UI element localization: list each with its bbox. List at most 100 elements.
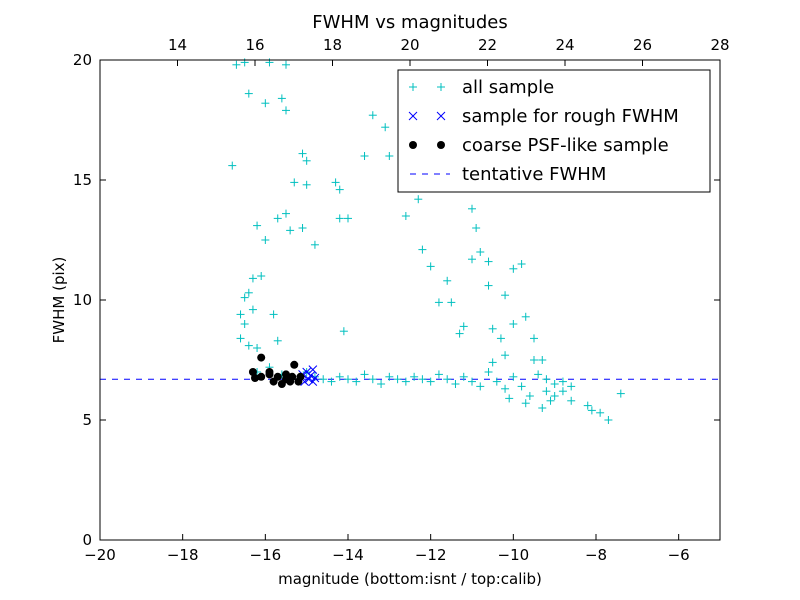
legend-markers <box>408 83 450 175</box>
data-point <box>248 368 257 376</box>
data-point <box>401 377 410 386</box>
data-point <box>550 380 559 388</box>
top-x-tick-label: 26 <box>633 36 652 54</box>
data-point <box>443 276 452 285</box>
data-point <box>410 372 419 381</box>
legend-marker-sample-for-rough-fwhm <box>408 111 418 121</box>
data-point <box>344 214 352 223</box>
data-point <box>509 264 518 273</box>
data-point <box>517 382 526 391</box>
data-point <box>290 360 299 369</box>
y-tick-label: 20 <box>73 51 92 69</box>
data-point <box>228 161 237 170</box>
data-point <box>492 377 501 386</box>
data-point <box>381 123 390 132</box>
data-point <box>360 152 369 160</box>
data-point <box>244 288 253 297</box>
legend-marker-coarse-psf-like-sample <box>409 141 417 149</box>
data-point <box>393 375 402 384</box>
data-point <box>248 274 257 283</box>
top-x-tick-label: 18 <box>323 36 342 54</box>
data-point <box>542 387 551 396</box>
data-point <box>273 214 282 223</box>
top-x-axis: 14 16 18 20 22 24 26 28 <box>168 36 730 66</box>
data-point <box>331 178 340 187</box>
data-point <box>505 394 514 403</box>
data-point <box>277 94 286 103</box>
legend-label-psf-sample: coarse PSF-like sample <box>462 135 669 156</box>
data-point <box>488 324 497 333</box>
y-axis: 0 5 10 15 20 <box>73 51 720 549</box>
data-point <box>567 396 576 405</box>
x-tick-label: −12 <box>415 546 447 564</box>
data-point <box>509 372 518 381</box>
data-point <box>558 377 567 386</box>
top-x-tick-label: 22 <box>478 36 497 54</box>
data-point <box>232 60 241 69</box>
data-point <box>253 221 262 230</box>
y-tick-label: 15 <box>73 171 92 189</box>
top-x-tick-label: 28 <box>710 36 729 54</box>
data-point <box>550 392 559 400</box>
data-point <box>484 368 493 376</box>
data-point <box>476 382 485 391</box>
legend: all sample sample for rough FWHM coarse … <box>397 69 711 193</box>
data-point <box>265 370 274 379</box>
data-point <box>459 372 468 381</box>
data-point <box>296 372 305 381</box>
data-point <box>244 341 253 350</box>
data-point <box>538 356 547 364</box>
data-point <box>525 392 534 400</box>
data-point <box>472 224 481 232</box>
data-point <box>451 380 460 388</box>
data-point <box>308 365 318 374</box>
data-point <box>501 351 510 360</box>
legend-label-all-sample: all sample <box>462 77 554 98</box>
data-point <box>567 382 576 391</box>
data-point <box>546 396 555 405</box>
x-tick-label: −10 <box>498 546 530 564</box>
data-point <box>484 257 493 266</box>
data-point <box>360 370 369 379</box>
data-point <box>269 310 278 319</box>
data-point <box>418 375 427 384</box>
data-point <box>273 336 282 345</box>
x-tick-label: −14 <box>332 546 364 564</box>
data-point <box>240 293 249 302</box>
top-x-tick-label: 14 <box>168 36 187 54</box>
data-point <box>468 204 476 213</box>
data-point <box>596 408 605 417</box>
y-tick-label: 0 <box>82 531 92 549</box>
data-point <box>377 380 386 388</box>
data-point <box>616 389 625 398</box>
data-point <box>426 377 435 386</box>
top-x-tick-label: 20 <box>400 36 419 54</box>
data-point <box>236 334 245 343</box>
data-point <box>257 272 266 280</box>
data-point <box>521 312 530 321</box>
data-point <box>401 212 410 220</box>
data-point <box>385 152 394 160</box>
plot-frame <box>99 59 721 541</box>
data-point <box>298 224 307 232</box>
data-point <box>319 375 328 384</box>
data-point <box>521 399 530 408</box>
data-point <box>335 185 344 194</box>
data-point <box>418 245 427 254</box>
data-point <box>509 320 518 328</box>
data-point <box>261 99 270 108</box>
data-point <box>414 195 423 204</box>
data-point <box>385 372 394 381</box>
data-point <box>253 344 262 352</box>
data-point <box>282 60 290 69</box>
y-tick-label: 10 <box>73 291 92 309</box>
chart-title: FWHM vs magnitudes <box>312 12 507 33</box>
data-point <box>257 353 266 362</box>
x-tick-label: −8 <box>585 546 607 564</box>
data-point <box>368 375 377 384</box>
top-x-tick-label: 16 <box>245 36 264 54</box>
x-tick-label: −20 <box>84 546 116 564</box>
data-point <box>302 180 311 189</box>
legend-marker-coarse-psf-like-sample <box>437 141 445 149</box>
legend-label-tentative-fwhm: tentative FWHM <box>462 164 606 185</box>
